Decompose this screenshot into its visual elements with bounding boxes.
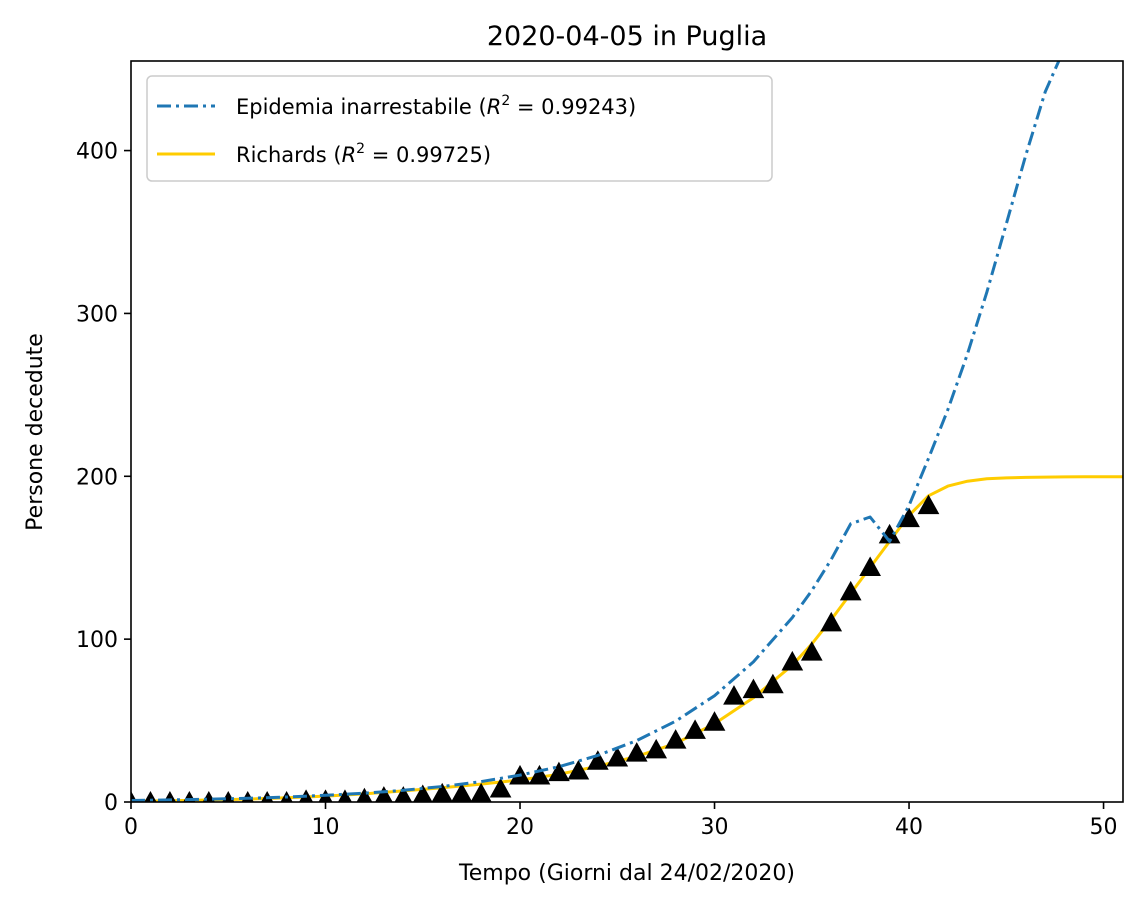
plot-area <box>131 61 1123 802</box>
data-point-marker <box>413 784 433 802</box>
data-point-marker <box>606 746 629 767</box>
data-point-marker <box>470 782 492 802</box>
y-tick-label: 200 <box>76 465 118 490</box>
data-point-marker <box>567 760 590 780</box>
x-tick-label: 0 <box>124 815 138 840</box>
data-point-marker <box>684 719 706 739</box>
x-tick-label: 10 <box>312 815 340 840</box>
data-point-marker <box>394 786 413 802</box>
data-point-marker <box>548 761 570 782</box>
x-tick-label: 40 <box>895 815 923 840</box>
legend-label-epidemia: Epidemia inarrestabile (R2 = 0.99243) <box>236 93 636 119</box>
data-point-marker <box>280 790 293 802</box>
data-point-marker <box>625 742 648 762</box>
data-point-marker <box>781 650 804 671</box>
series-line-richards <box>131 475 1123 802</box>
data-point-marker <box>762 673 784 694</box>
data-point-marker <box>839 580 862 601</box>
data-point-marker <box>375 786 393 802</box>
data-point-marker <box>703 711 726 731</box>
y-tick-label: 100 <box>76 628 118 653</box>
x-axis-label: Tempo (Giorni dal 24/02/2020) <box>458 861 795 886</box>
data-point-marker <box>664 729 687 749</box>
x-tick-label: 50 <box>1090 815 1118 840</box>
data-point-marker <box>337 789 352 802</box>
y-tick-label: 0 <box>104 791 118 816</box>
data-point-marker <box>742 678 765 699</box>
data-point-marker <box>261 790 274 802</box>
data-point-marker <box>356 787 373 802</box>
data-point-marker <box>820 611 843 632</box>
data-point-marker <box>144 790 157 802</box>
data-point-marker <box>586 750 609 770</box>
data-point-marker <box>528 764 551 785</box>
data-point-marker <box>241 790 254 802</box>
legend-label-richards: Richards (R2 = 0.99725) <box>236 141 491 167</box>
series-line-epidemia <box>131 61 1061 802</box>
data-point-marker <box>299 789 314 802</box>
y-tick-label: 400 <box>76 140 118 165</box>
legend: Epidemia inarrestabile (R2 = 0.99243) Ric… <box>146 75 773 182</box>
data-point-marker <box>800 641 823 661</box>
plot-frame <box>130 60 1124 803</box>
data-point-marker <box>645 738 668 759</box>
x-tick-label: 20 <box>506 815 534 840</box>
y-tick-label: 300 <box>76 302 118 327</box>
y-axis-label: Persone decedute <box>23 333 48 531</box>
chart-title: 2020-04-05 in Puglia <box>487 21 767 52</box>
data-point-marker <box>723 685 745 705</box>
data-point-marker <box>859 556 881 576</box>
x-tick-label: 30 <box>701 815 729 840</box>
legend-box <box>146 75 773 182</box>
data-point-marker <box>917 494 940 515</box>
data-point-marker <box>489 777 512 798</box>
axes: 0 10 20 30 40 50 0 100 200 300 400 <box>76 140 1118 840</box>
